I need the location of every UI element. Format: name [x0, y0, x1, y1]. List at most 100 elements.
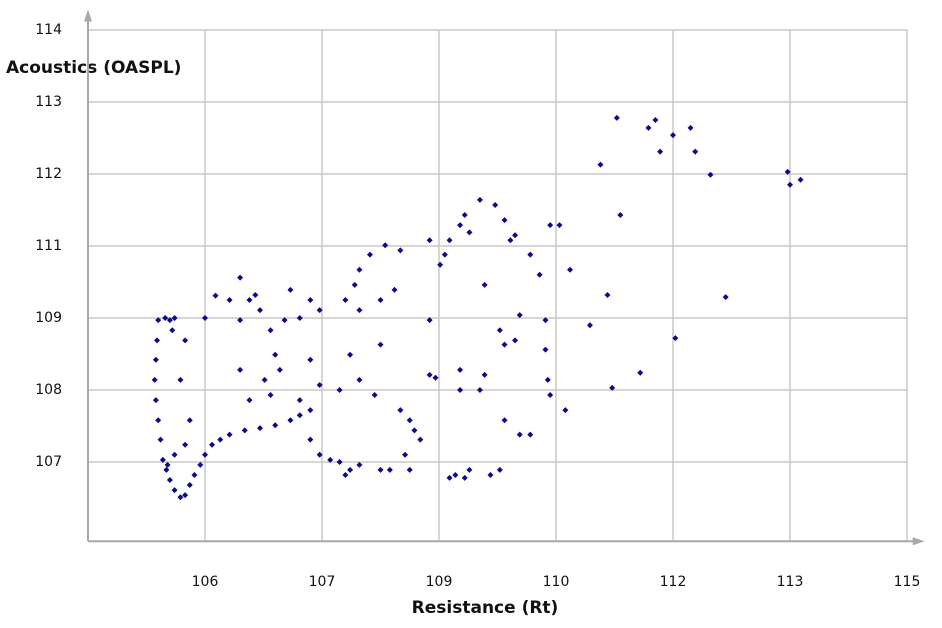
point: [670, 132, 676, 139]
point: [272, 351, 279, 358]
point: [512, 232, 519, 239]
point: [237, 366, 244, 373]
point: [597, 161, 604, 168]
point: [487, 471, 494, 478]
point: [461, 212, 468, 219]
point: [501, 341, 508, 348]
y-axis-title: Acoustics (OASPL): [6, 58, 181, 78]
x-axis-title: Resistance (Rt): [412, 598, 559, 618]
point: [722, 294, 729, 301]
point: [166, 477, 173, 483]
point: [481, 371, 488, 378]
point: [217, 436, 224, 443]
y-tick-label: 113: [35, 94, 62, 110]
point: [492, 201, 499, 208]
point: [182, 441, 189, 448]
point: [241, 427, 248, 434]
x-tick-label: 110: [543, 574, 570, 590]
point: [155, 417, 162, 424]
point: [692, 148, 699, 155]
point: [512, 337, 519, 344]
point: [163, 466, 170, 473]
x-tick-label: 106: [192, 574, 219, 590]
y-tick-label: 111: [35, 238, 62, 254]
point: [202, 315, 208, 321]
point: [476, 387, 483, 393]
x-axis-arrow: [912, 537, 925, 546]
point: [256, 307, 263, 314]
point: [356, 307, 363, 314]
point: [237, 317, 244, 324]
point: [171, 487, 178, 494]
point: [267, 392, 274, 399]
point: [186, 482, 193, 489]
point: [307, 297, 314, 303]
point: [152, 397, 159, 404]
point: [382, 242, 389, 249]
point: [316, 451, 323, 458]
point: [296, 315, 303, 321]
point: [501, 217, 508, 224]
point: [164, 461, 171, 468]
point: [707, 171, 714, 178]
point: [527, 251, 534, 258]
point: [687, 124, 694, 131]
point: [177, 376, 184, 383]
x-tick-label: 112: [660, 574, 687, 590]
point: [281, 317, 288, 324]
point: [246, 297, 253, 303]
point: [252, 291, 259, 298]
point: [186, 417, 193, 424]
point: [527, 431, 534, 438]
point: [397, 247, 404, 254]
point: [307, 356, 314, 363]
point: [296, 412, 303, 419]
point: [212, 292, 219, 299]
point: [356, 376, 363, 383]
point: [784, 168, 791, 175]
point: [457, 222, 464, 229]
point: [155, 317, 162, 324]
point: [351, 281, 358, 288]
point: [501, 417, 508, 424]
point: [307, 407, 314, 414]
point: [542, 346, 549, 353]
y-tick-label: 107: [35, 454, 62, 470]
point: [406, 417, 413, 424]
point: [386, 466, 393, 473]
point: [177, 494, 184, 501]
point: [307, 436, 314, 443]
point: [542, 317, 549, 324]
x-tick-label: 115: [894, 574, 921, 590]
point: [496, 327, 503, 334]
point: [426, 317, 433, 324]
point: [446, 474, 453, 481]
point: [547, 222, 554, 229]
point: [516, 312, 523, 319]
y-tick-label: 112: [35, 166, 62, 182]
point: [347, 351, 354, 358]
point: [457, 387, 464, 393]
point: [356, 266, 363, 273]
point: [536, 271, 543, 278]
y-tick-label: 108: [35, 382, 62, 398]
point: [246, 397, 253, 404]
point: [342, 297, 349, 303]
point: [609, 384, 616, 391]
point: [151, 376, 158, 383]
point: [327, 456, 334, 463]
point: [261, 376, 268, 383]
point: [432, 374, 439, 381]
y-tick-label: 114: [35, 22, 62, 38]
point: [652, 117, 659, 123]
point: [516, 431, 523, 438]
point: [391, 286, 398, 293]
point: [197, 461, 204, 468]
point: [226, 431, 233, 438]
point: [237, 274, 244, 281]
point: [461, 474, 468, 481]
point: [272, 422, 279, 429]
point: [604, 291, 611, 298]
